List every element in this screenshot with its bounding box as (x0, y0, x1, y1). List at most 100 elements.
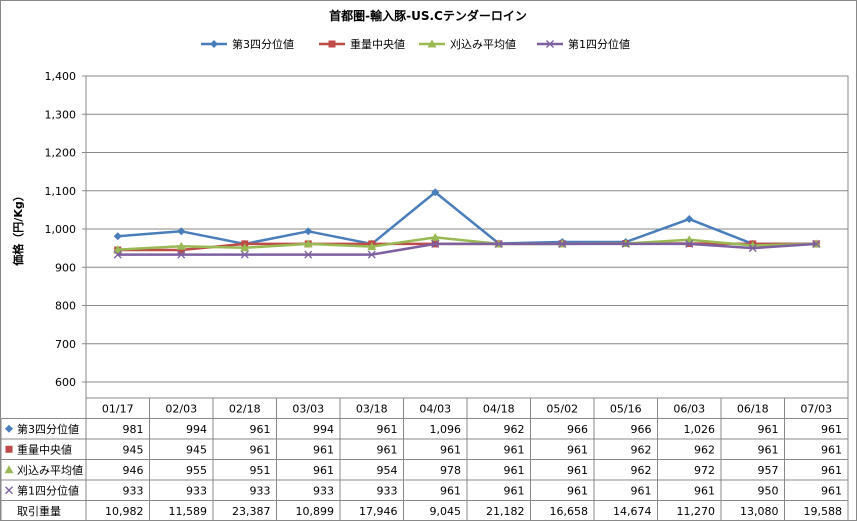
data-label: 23,387 (232, 505, 271, 518)
data-label: 961 (504, 484, 525, 497)
legend-label: 重量中央値 (350, 37, 405, 51)
data-label: 961 (504, 464, 525, 477)
series-line (117, 191, 817, 246)
y-axis-ticks: 600 700 800 900 1,000 1,100 1,200 1,300 1,400 (45, 70, 86, 389)
y-tick-label: 1,000 (45, 223, 77, 236)
data-label: 933 (250, 484, 271, 497)
data-label: 957 (758, 464, 779, 477)
data-label: 1,096 (430, 423, 462, 436)
data-point (621, 239, 630, 248)
y-tick-label: 700 (55, 338, 76, 351)
data-label: 966 (631, 423, 652, 436)
data-label: 1,026 (684, 423, 716, 436)
data-point (367, 250, 376, 259)
legend-marker (210, 40, 218, 48)
data-point (240, 243, 250, 252)
x-category-label: 02/03 (165, 402, 197, 415)
data-label: 961 (821, 423, 842, 436)
data-point (431, 239, 440, 248)
y-tick-label: 600 (55, 376, 76, 389)
data-label: 961 (694, 484, 715, 497)
x-category-label: 04/18 (483, 402, 515, 415)
series-4 (113, 239, 821, 259)
table-row-label: 重量中央値 (17, 442, 72, 456)
data-label: 961 (821, 443, 842, 456)
data-label: 981 (123, 423, 144, 436)
data-point (494, 239, 503, 248)
data-point (431, 188, 440, 197)
data-label: 946 (123, 464, 144, 477)
data-point (685, 215, 694, 224)
y-tick-label: 800 (55, 300, 76, 313)
series-layer (113, 188, 821, 259)
data-point (748, 244, 757, 253)
data-label: 972 (694, 464, 715, 477)
data-point (303, 239, 313, 248)
data-label: 17,946 (359, 505, 398, 518)
data-label: 962 (504, 423, 525, 436)
legend-marker (427, 39, 437, 48)
data-point (430, 232, 440, 241)
series-line (117, 236, 817, 251)
table-row-label: 刈込み平均値 (17, 464, 83, 477)
data-label: 945 (186, 443, 207, 456)
data-point (177, 227, 186, 236)
x-category-label: 06/03 (673, 402, 705, 415)
data-label: 961 (758, 443, 779, 456)
data-label: 961 (821, 484, 842, 497)
x-category-label: 05/16 (610, 402, 642, 415)
y-tick-label: 1,100 (45, 185, 77, 198)
data-label: 11,270 (677, 505, 716, 518)
table-row-label: 第1四分位値 (17, 483, 79, 497)
table-row-label: 取引重量 (17, 504, 61, 518)
data-label: 961 (758, 423, 779, 436)
legend-marker (328, 40, 336, 48)
legend-item: 刈込み平均値 (419, 38, 516, 51)
data-point (304, 227, 313, 236)
x-category-label: 04/03 (419, 402, 451, 415)
x-category-label: 02/18 (229, 402, 261, 415)
data-label: 13,080 (740, 505, 779, 518)
data-label: 933 (186, 484, 207, 497)
data-label: 950 (758, 484, 779, 497)
legend-item: 第1四分位値 (537, 37, 630, 51)
data-label: 10,899 (296, 505, 335, 518)
series-line (117, 242, 817, 256)
data-label: 933 (123, 484, 144, 497)
data-label: 962 (694, 443, 715, 456)
data-point (177, 246, 185, 254)
data-label: 961 (504, 443, 525, 456)
legend-label: 刈込み平均値 (450, 38, 516, 51)
legend-label: 第1四分位値 (568, 37, 630, 51)
data-label: 951 (250, 464, 271, 477)
data-label: 961 (440, 443, 461, 456)
data-point (685, 239, 694, 248)
data-label: 933 (313, 484, 334, 497)
data-label: 962 (631, 464, 652, 477)
data-point (367, 242, 377, 251)
x-category-label: 01/17 (102, 402, 134, 415)
data-label: 966 (567, 423, 588, 436)
data-label: 961 (377, 423, 398, 436)
legend-marker (546, 40, 554, 48)
legend-item: 第3四分位値 (201, 37, 294, 51)
data-label: 994 (313, 423, 334, 436)
data-label: 962 (631, 443, 652, 456)
data-point (304, 250, 313, 259)
data-point (113, 232, 122, 241)
y-tick-label: 1,200 (45, 147, 77, 160)
data-label: 9,045 (430, 505, 462, 518)
x-category-label: 03/03 (292, 402, 324, 415)
table-row-marker (5, 486, 13, 495)
data-point (812, 239, 821, 248)
data-point (176, 241, 186, 250)
data-label: 961 (567, 484, 588, 497)
chart-title: 首都圏-輸入豚-US.Cテンダーロイン (329, 8, 527, 23)
data-label: 10,982 (105, 505, 144, 518)
table-row-marker (4, 465, 14, 474)
x-category-label: 05/02 (546, 402, 578, 415)
data-point (113, 250, 122, 259)
